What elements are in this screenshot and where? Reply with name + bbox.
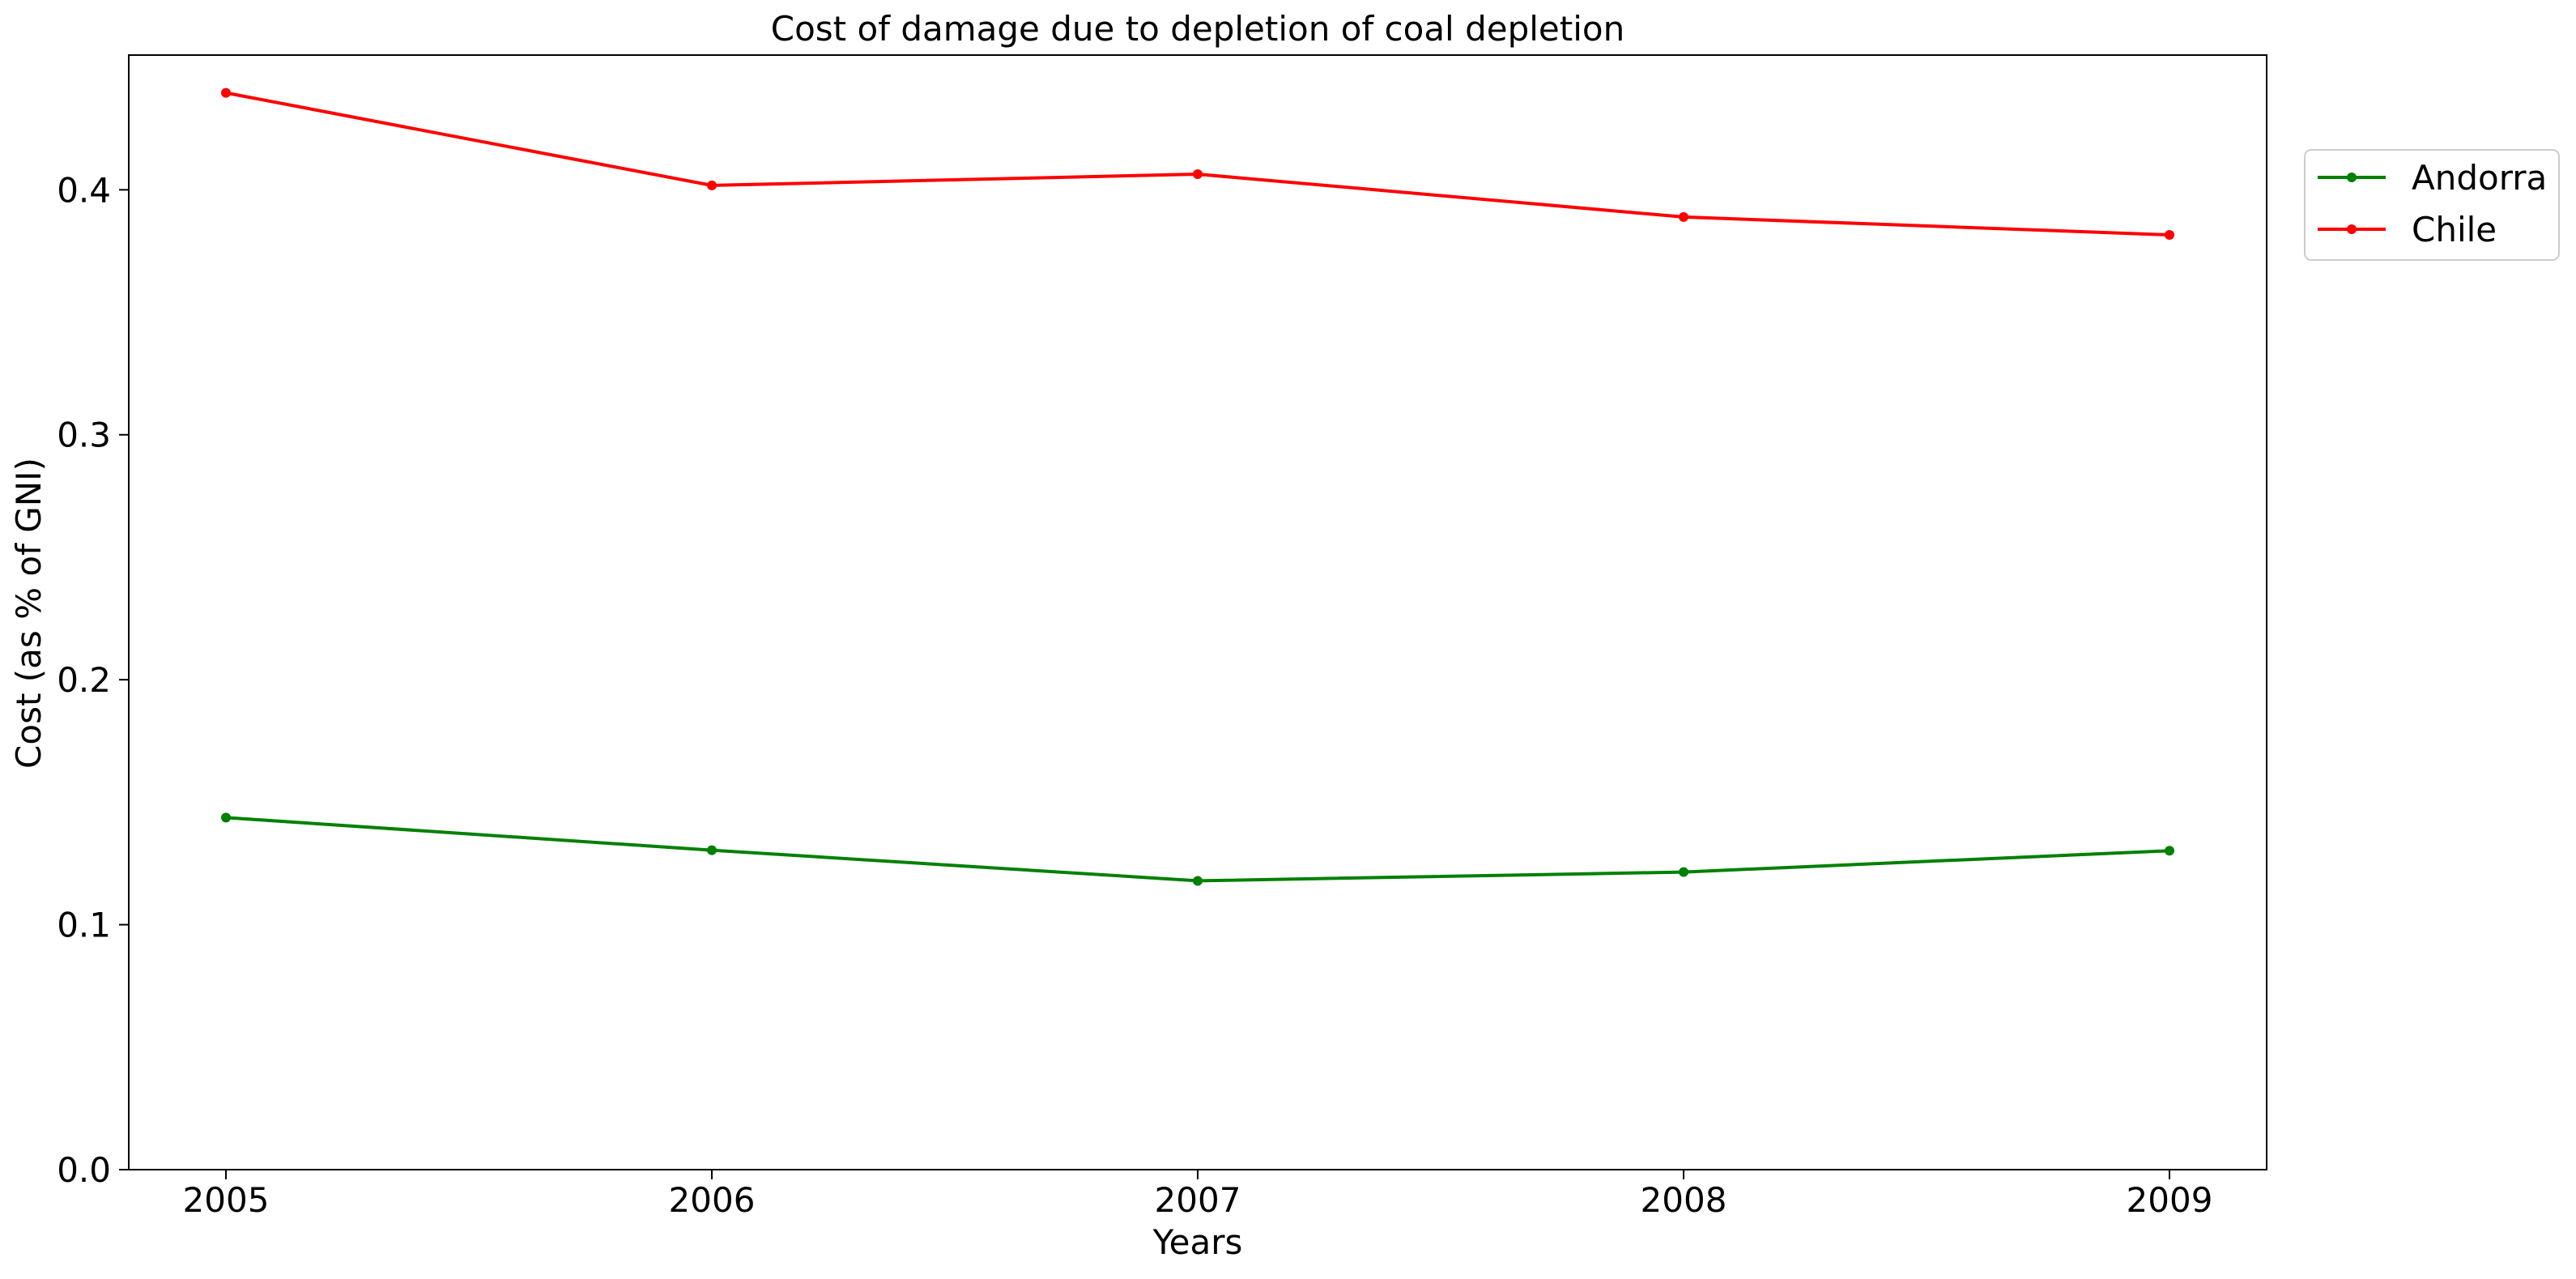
data-point-andorra: [707, 845, 717, 855]
y-tick-label: 0.2: [57, 660, 111, 700]
x-tick-label: 2007: [1155, 1180, 1241, 1220]
data-point-andorra: [1193, 876, 1203, 886]
y-tick-label: 0.1: [57, 906, 111, 945]
x-tick-label: 2006: [669, 1180, 756, 1220]
x-tick-label: 2008: [1641, 1180, 1727, 1220]
chart-title: Cost of damage due to depletion of coal …: [771, 9, 1624, 49]
data-point-chile: [707, 180, 717, 190]
x-axis-label: Years: [1152, 1222, 1243, 1262]
x-tick-label: 2005: [183, 1180, 270, 1220]
series-chile: [221, 87, 2174, 240]
y-tick-label: 0.4: [57, 170, 111, 210]
x-axis-ticks: 2005 2006 2007 2008 2009: [183, 1170, 2213, 1220]
series-layer: [221, 87, 2174, 886]
y-tick-label: 0.3: [57, 416, 111, 455]
y-tick-label: 0.0: [57, 1150, 111, 1190]
legend-label-chile: Chile: [2412, 210, 2497, 249]
data-point-chile: [221, 87, 231, 98]
data-point-chile: [1193, 168, 1203, 179]
legend-label-andorra: Andorra: [2412, 158, 2547, 198]
series-andorra: [221, 812, 2174, 886]
data-point-andorra: [221, 812, 231, 823]
data-point-andorra: [2165, 846, 2174, 856]
y-axis-label: Cost (as % of GNI): [9, 458, 49, 769]
legend: Andorra Chile: [2304, 149, 2560, 261]
x-tick-label: 2009: [2127, 1180, 2213, 1220]
plot-area-frame: [128, 54, 2267, 1170]
y-axis-ticks: 0.0 0.1 0.2 0.3 0.4: [57, 170, 129, 1190]
legend-marker-chile: [2347, 224, 2357, 234]
legend-marker-andorra: [2347, 173, 2357, 182]
data-point-andorra: [1679, 867, 1688, 877]
data-point-chile: [1679, 211, 1688, 222]
data-point-chile: [2165, 229, 2174, 240]
